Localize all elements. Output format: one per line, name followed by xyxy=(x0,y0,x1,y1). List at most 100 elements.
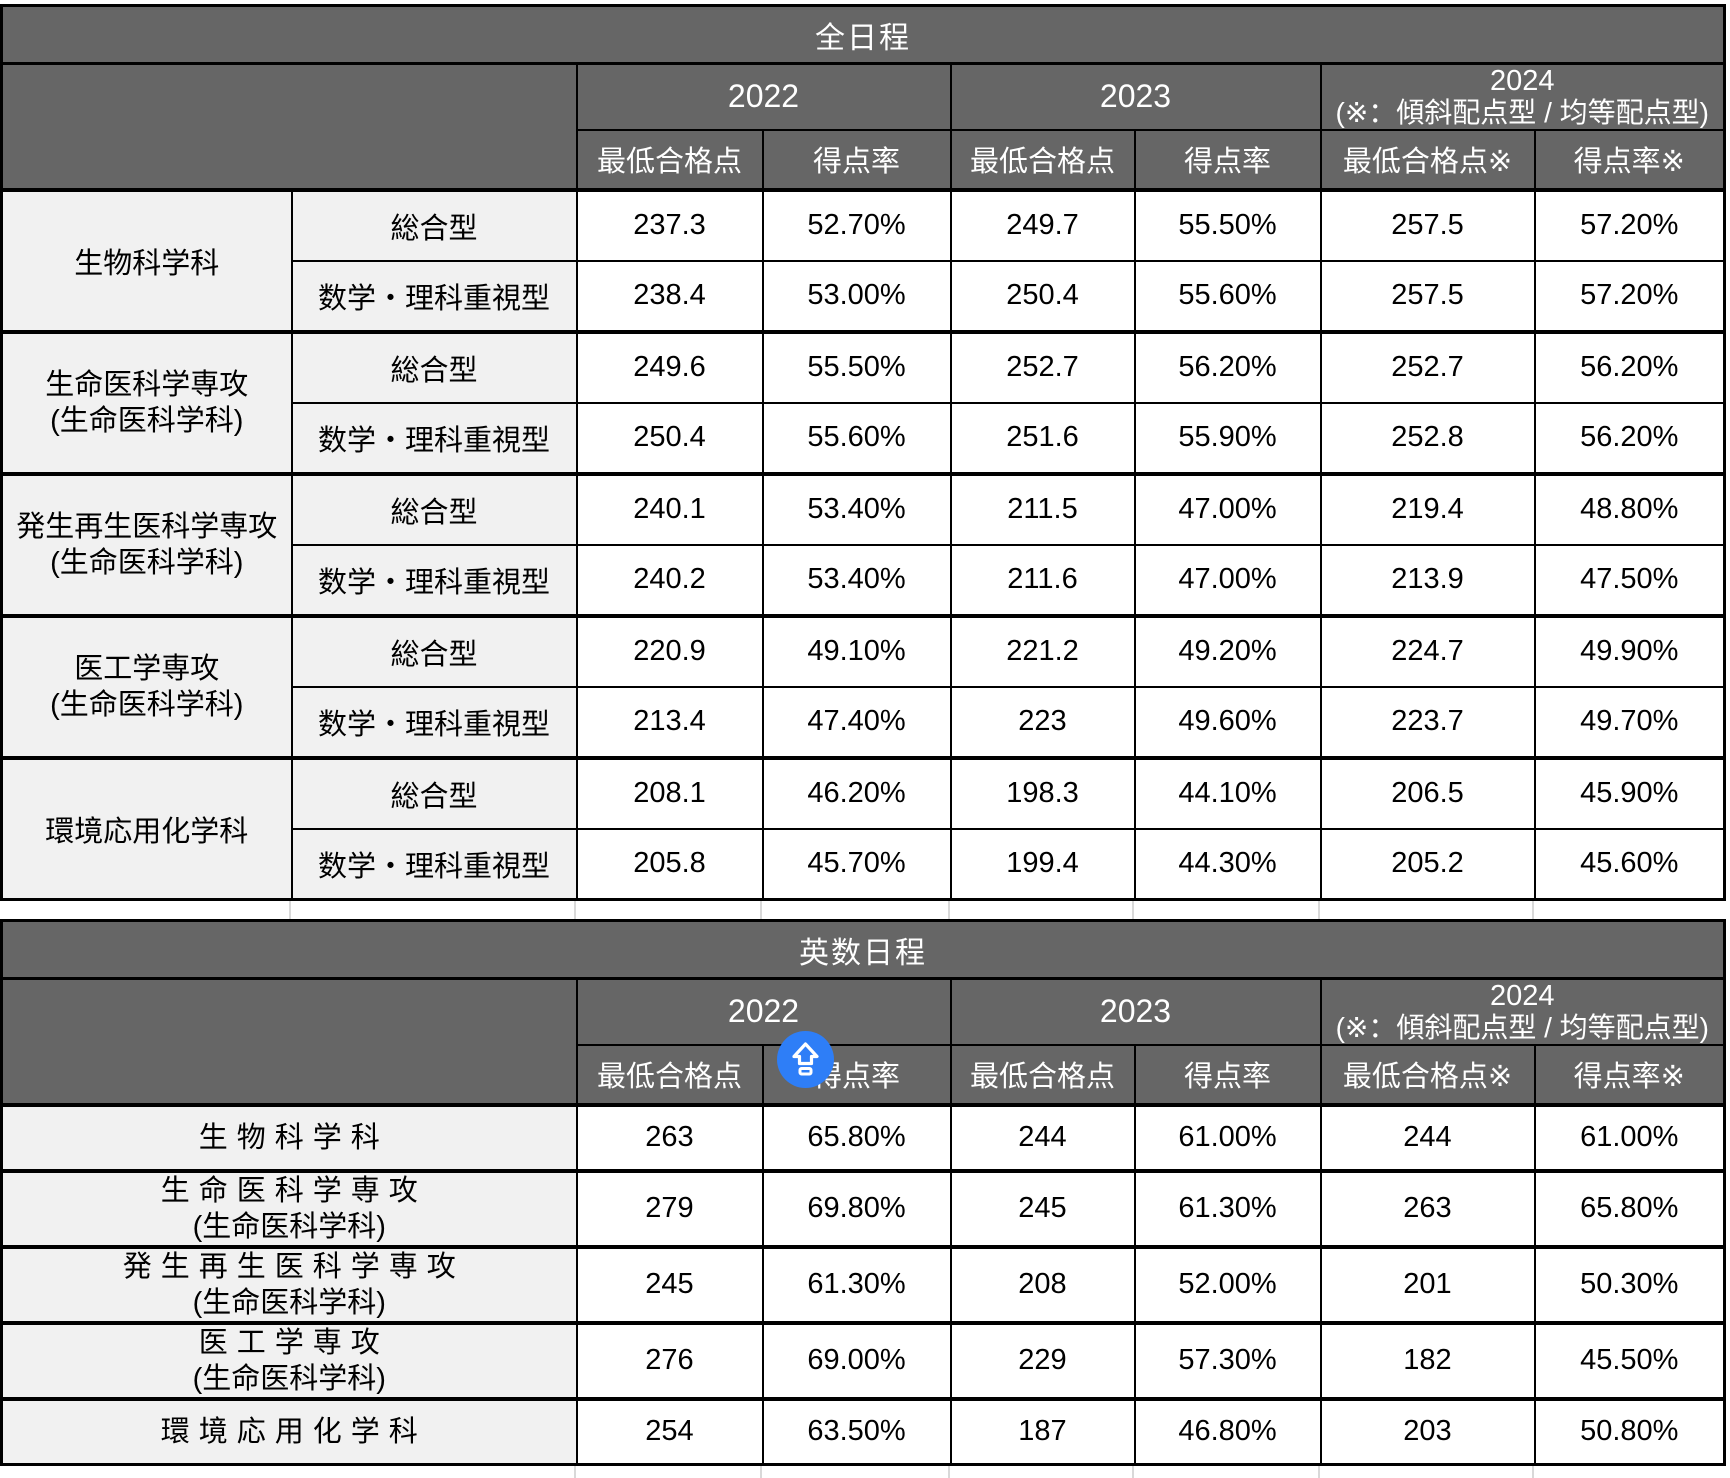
dept-line2: (生命医科学科) xyxy=(50,404,244,437)
column-divider-line xyxy=(1532,901,1534,919)
shift-up-icon-svg xyxy=(777,1031,834,1088)
table2-year-2023: 2023 xyxy=(949,977,1322,1046)
table-row: 発生再生医科学専攻 (生命医科学科) 245 61.30% 208 52.00%… xyxy=(0,1244,1726,1324)
dept-line2: (生命医科学科) xyxy=(192,1286,386,1319)
score-cell: 56.20% xyxy=(1133,329,1322,404)
score-cell: 276 xyxy=(575,1320,764,1400)
score-cell: 249.6 xyxy=(575,329,764,404)
score-cell: 49.70% xyxy=(1533,685,1726,759)
table1-sub-min-2023: 最低合格点 xyxy=(949,128,1136,191)
score-cell: 229 xyxy=(949,1320,1136,1400)
dept-line1: 生命医科学専攻 xyxy=(45,368,249,401)
exam-type-cell: 数学・理科重視型 xyxy=(290,543,578,617)
dept-cell: 生命医科学専攻 (生命医科学科) xyxy=(0,329,293,475)
dept-cell: 生命医科学専攻 (生命医科学科) xyxy=(0,1168,578,1248)
score-cell: 61.00% xyxy=(1533,1102,1726,1172)
table1-sub-rate-2024: 得点率※ xyxy=(1533,128,1726,191)
table-row: 数学・理科重視型 238.4 53.00% 250.4 55.60% 257.5… xyxy=(2,259,1726,333)
score-cell: 46.80% xyxy=(1133,1396,1322,1466)
score-cell: 224.7 xyxy=(1319,613,1536,688)
table-row: 生物科学科 263 65.80% 244 61.00% 244 61.00% xyxy=(0,1102,1726,1172)
column-divider-line xyxy=(1132,1466,1134,1478)
table-row: 数学・理科重視型 250.4 55.60% 251.6 55.90% 252.8… xyxy=(2,401,1726,475)
table2-sub-min-2023: 最低合格点 xyxy=(949,1043,1136,1106)
table2-year-2024: 2024 (※：傾斜配点型 / 均等配点型) xyxy=(1319,977,1726,1046)
year-2024-note: (※：傾斜配点型 / 均等配点型) xyxy=(1335,1011,1710,1043)
dept-line1: 発生再生医科学専攻 xyxy=(16,510,278,543)
score-cell: 252.8 xyxy=(1319,401,1536,475)
table-row: 環境応用化学科 総合型 208.1 46.20% 198.3 44.10% 20… xyxy=(0,755,1726,901)
table2-sub-min-2024: 最低合格点※ xyxy=(1319,1043,1536,1106)
table2-sub-rate-2023: 得点率 xyxy=(1133,1043,1322,1106)
score-cell: 206.5 xyxy=(1319,755,1536,830)
score-cell: 199.4 xyxy=(949,827,1136,901)
score-cell: 252.7 xyxy=(949,329,1136,404)
score-cell: 57.20% xyxy=(1533,259,1726,333)
dept-cell: 生物科学科 xyxy=(0,187,293,333)
score-cell: 57.20% xyxy=(1533,187,1726,262)
year-2024-note: (※：傾斜配点型 / 均等配点型) xyxy=(1335,96,1709,128)
score-cell: 252.7 xyxy=(1319,329,1536,404)
score-cell: 49.10% xyxy=(761,613,952,688)
score-cell: 249.7 xyxy=(949,187,1136,262)
score-cell: 55.60% xyxy=(1133,259,1322,333)
score-cell: 203 xyxy=(1319,1396,1536,1466)
exam-type-cell: 総合型 xyxy=(290,329,578,404)
score-cell: 53.40% xyxy=(761,543,952,617)
table-row: 数学・理科重視型 205.8 45.70% 199.4 44.30% 205.2… xyxy=(2,827,1726,901)
exam-type-cell: 総合型 xyxy=(290,187,578,262)
table1-year-2023: 2023 xyxy=(949,62,1322,131)
column-divider-line xyxy=(760,901,762,919)
table1-year-2024: 2024 (※：傾斜配点型 / 均等配点型) xyxy=(1319,62,1726,131)
score-cell: 61.00% xyxy=(1133,1102,1322,1172)
score-cell: 198.3 xyxy=(949,755,1136,830)
score-cell: 65.80% xyxy=(1533,1168,1726,1248)
column-divider-line xyxy=(948,901,950,919)
shift-up-icon[interactable] xyxy=(777,1031,834,1088)
score-cell: 57.30% xyxy=(1133,1320,1322,1400)
exam-type-cell: 数学・理科重視型 xyxy=(290,401,578,475)
score-cell: 245 xyxy=(949,1168,1136,1248)
score-cell: 45.60% xyxy=(1533,827,1726,901)
score-cell: 47.50% xyxy=(1533,543,1726,617)
score-cell: 61.30% xyxy=(761,1244,952,1324)
zen-nittei-table: 全日程 2022 2023 2024 (※：傾斜配点型 / 均等配点型) 最低合… xyxy=(0,4,1726,901)
score-cell: 49.90% xyxy=(1533,613,1726,688)
score-cell: 45.70% xyxy=(761,827,952,901)
exam-type-cell: 数学・理科重視型 xyxy=(290,685,578,759)
column-divider-line xyxy=(574,901,576,919)
dept-line2: (生命医科学科) xyxy=(50,688,244,721)
score-cell: 52.70% xyxy=(761,187,952,262)
dept-line2: (生命医科学科) xyxy=(192,1362,386,1395)
table-gap xyxy=(0,901,1723,919)
column-divider-line xyxy=(1132,901,1134,919)
dept-line2: (生命医科学科) xyxy=(192,1210,386,1243)
score-cell: 201 xyxy=(1319,1244,1536,1324)
score-cell: 279 xyxy=(575,1168,764,1248)
dept-line1: 生物科学科 xyxy=(198,1121,389,1154)
dept-line1: 生命医科学専攻 xyxy=(160,1174,427,1207)
score-cell: 49.60% xyxy=(1133,685,1322,759)
score-cell: 182 xyxy=(1319,1320,1536,1400)
score-cell: 65.80% xyxy=(761,1102,952,1172)
score-cell: 213.9 xyxy=(1319,543,1536,617)
score-cell: 187 xyxy=(949,1396,1136,1466)
column-divider-line xyxy=(1318,1466,1320,1478)
score-cell: 237.3 xyxy=(575,187,764,262)
score-cell: 257.5 xyxy=(1319,187,1536,262)
dept-cell: 医工学専攻 (生命医科学科) xyxy=(0,613,293,759)
score-cell: 53.00% xyxy=(761,259,952,333)
table2-sub-rate-2024: 得点率※ xyxy=(1533,1043,1726,1106)
score-cell: 55.90% xyxy=(1133,401,1322,475)
dept-cell: 生物科学科 xyxy=(0,1102,578,1172)
score-cell: 55.60% xyxy=(761,401,952,475)
score-cell: 56.20% xyxy=(1533,329,1726,404)
table-row: 医工学専攻 (生命医科学科) 276 69.00% 229 57.30% 182… xyxy=(0,1320,1726,1400)
score-cell: 211.5 xyxy=(949,471,1136,546)
score-cell: 48.80% xyxy=(1533,471,1726,546)
bottom-gap xyxy=(0,1466,1723,1478)
dept-cell: 発生再生医科学専攻 (生命医科学科) xyxy=(0,471,293,617)
score-cell: 219.4 xyxy=(1319,471,1536,546)
score-cell: 44.10% xyxy=(1133,755,1322,830)
